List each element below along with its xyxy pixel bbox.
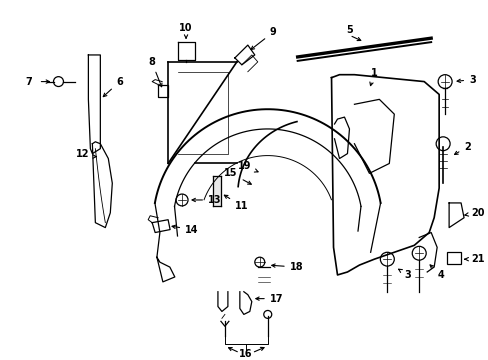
Text: 3: 3	[398, 269, 410, 280]
Circle shape	[53, 77, 63, 86]
Text: 18: 18	[271, 262, 303, 272]
FancyBboxPatch shape	[446, 252, 460, 264]
Text: 11: 11	[224, 195, 248, 211]
Text: 12: 12	[76, 149, 89, 159]
Circle shape	[380, 252, 393, 266]
Text: 3: 3	[456, 75, 475, 85]
Text: 13: 13	[192, 195, 221, 205]
Text: 14: 14	[172, 225, 198, 235]
Text: 21: 21	[464, 254, 484, 264]
Text: 19: 19	[238, 161, 258, 172]
Text: 8: 8	[148, 57, 162, 87]
Text: 16: 16	[239, 349, 252, 359]
Text: 9: 9	[250, 27, 276, 50]
Text: 1: 1	[369, 68, 377, 86]
Text: 5: 5	[346, 25, 352, 35]
Text: 4: 4	[429, 265, 443, 280]
Text: 2: 2	[454, 142, 470, 154]
Circle shape	[411, 246, 426, 260]
Text: 15: 15	[224, 168, 251, 184]
Polygon shape	[212, 176, 221, 206]
Circle shape	[437, 75, 451, 89]
Text: 17: 17	[255, 294, 283, 303]
Circle shape	[435, 137, 449, 150]
Circle shape	[176, 194, 188, 206]
Circle shape	[254, 257, 264, 267]
Text: 7: 7	[25, 77, 32, 87]
Text: 6: 6	[103, 77, 123, 96]
Text: 20: 20	[464, 208, 484, 218]
Text: 10: 10	[179, 23, 192, 33]
Circle shape	[263, 310, 271, 318]
